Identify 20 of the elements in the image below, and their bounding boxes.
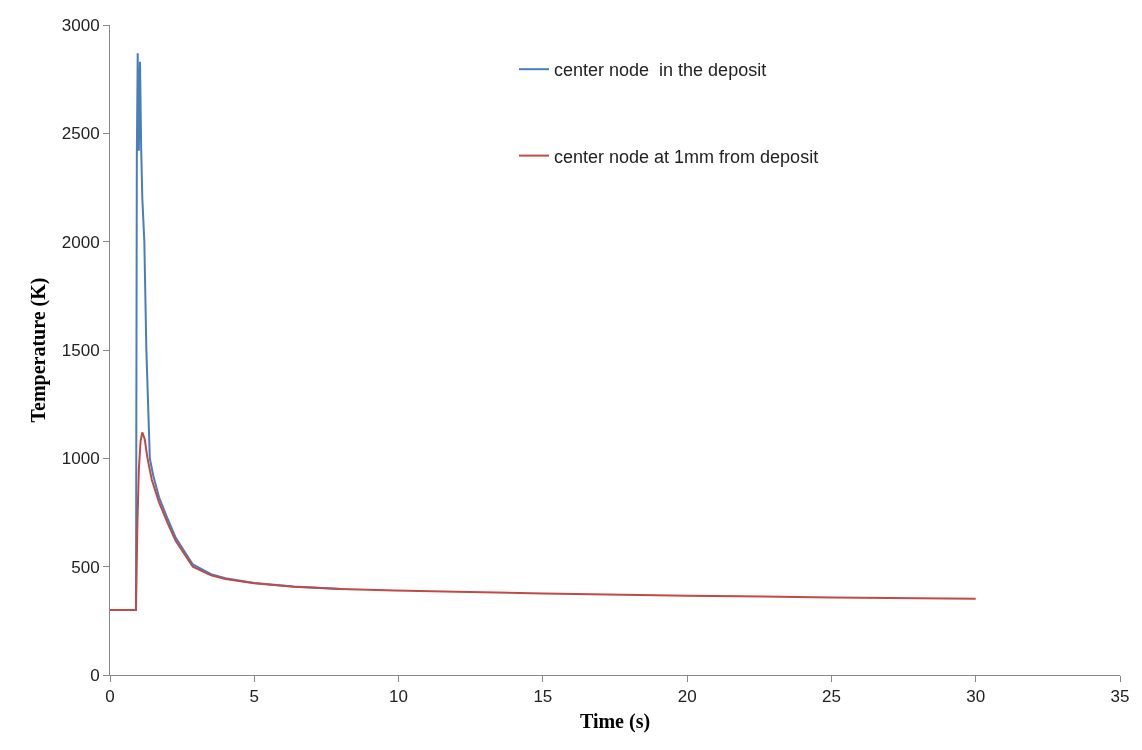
x-tick-label: 30 [966, 687, 986, 707]
x-tick-label: 35 [1110, 687, 1130, 707]
legend-label: center node at 1mm from deposit [554, 146, 819, 167]
y-tick-label: 1500 [61, 340, 100, 360]
y-tick-label: 2500 [61, 124, 100, 144]
y-tick-label: 500 [71, 557, 100, 577]
y-tick-label: 3000 [61, 15, 100, 35]
line-series [110, 431, 977, 611]
x-tick-label: 10 [389, 687, 409, 707]
x-tick-label: 5 [249, 687, 260, 707]
y-axis-title: Temperature (K) [27, 277, 51, 423]
x-tick-label: 0 [105, 687, 115, 707]
y-tick-label: 0 [90, 665, 100, 685]
y-tick-label: 1000 [61, 449, 100, 469]
x-axis-title: Time (s) [579, 709, 651, 733]
y-tick-label: 2000 [61, 232, 100, 252]
x-tick-label: 25 [821, 687, 841, 707]
legend-label: center node in the deposit [554, 60, 767, 81]
x-tick-label: 15 [533, 687, 553, 707]
x-tick-label: 20 [677, 687, 697, 707]
